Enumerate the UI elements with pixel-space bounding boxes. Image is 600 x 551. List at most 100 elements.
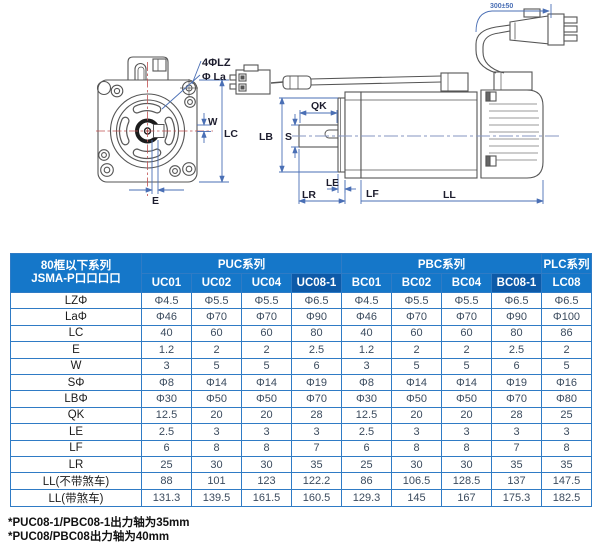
value-cell: Φ46 [341,308,392,326]
value-cell: 2.5 [141,423,192,441]
value-cell: 6 [141,439,192,457]
value-cell: Φ46 [141,308,192,326]
value-cell: 40 [141,324,192,343]
label-ll: LL [443,189,456,201]
footnote-1: *PUC08-1/PBC08-1出力轴为35mm [8,517,190,529]
value-cell: 7 [491,439,542,457]
value-cell: Φ90 [291,308,342,326]
value-cell: 3 [191,423,242,441]
value-cell: 30 [241,455,292,474]
label-e: E [152,195,159,207]
side-dimensions [279,4,552,204]
series-group-header: PLC系列 [541,253,592,274]
value-cell: Φ30 [341,390,392,408]
table-row: QK 12.5 20 20 28 12.5 20 20 28 25 [10,406,592,425]
value-cell: 2 [541,341,592,359]
value-cell: 60 [441,324,492,343]
column-header-lc08: LC08 [541,273,592,293]
value-cell: Φ6.5 [291,291,342,310]
value-cell: 129.3 [341,489,392,508]
value-cell: 2 [441,341,492,359]
value-cell: Φ5.5 [441,291,492,310]
value-cell: 175.3 [491,489,542,508]
column-header-uc04: UC04 [241,273,292,293]
series-group-header: PUC系列 [141,253,342,274]
value-cell: 2 [191,341,242,359]
value-cell: 20 [441,406,492,425]
row-label: LL(不带煞车) [10,472,142,491]
value-cell: 7 [291,439,342,457]
value-cell: 3 [341,357,392,375]
value-cell: Φ14 [191,373,242,392]
value-cell: 3 [141,357,192,375]
value-cell: 161.5 [241,489,292,508]
value-cell: 147.5 [541,472,592,491]
value-cell: 6 [341,439,392,457]
value-cell: Φ50 [441,390,492,408]
row-label: LBΦ [10,390,142,408]
column-header-uc02: UC02 [191,273,242,293]
value-cell: 101 [191,472,242,491]
value-cell: 8 [391,439,442,457]
value-cell: 3 [491,423,542,441]
label-qk: QK [311,100,327,112]
table-row: E 1.2 2 2 2.5 1.2 2 2 2.5 2 [10,341,592,359]
series-group-header: PBC系列 [341,253,542,274]
label-lc: LC [224,128,238,140]
value-cell: 25 [141,455,192,474]
table-row: LL(不带煞车) 88 101 123 122.2 86 106.5 128.5 137 147.… [10,472,592,491]
value-cell: 28 [491,406,542,425]
front-dimensions [129,60,229,194]
value-cell: 5 [241,357,292,375]
value-cell: Φ70 [241,308,292,326]
value-cell: 2 [391,341,442,359]
label-le: LE [326,178,339,189]
value-cell: 60 [391,324,442,343]
value-cell: 25 [341,455,392,474]
value-cell: 6 [491,357,542,375]
value-cell: Φ90 [491,308,542,326]
table-row: LC 40 60 60 80 40 60 60 80 86 [10,324,592,343]
value-cell: Φ16 [541,373,592,392]
value-cell: 25 [541,406,592,425]
value-cell: Φ4.5 [141,291,192,310]
row-label: LC [10,324,142,343]
label-cable-length: 300±50 [490,3,513,10]
power-connector [509,8,578,46]
value-cell: Φ14 [391,373,442,392]
dimension-spec-table: 80框以下系列 JSMA-P口口口口 PUC系列 PBC系列 PLC系列 UC01 UC… [10,253,592,508]
value-cell: Φ80 [541,390,592,408]
value-cell: 5 [441,357,492,375]
value-cell: 123 [241,472,292,491]
value-cell: Φ5.5 [191,291,242,310]
value-cell: 30 [391,455,442,474]
value-cell: 122.2 [291,472,342,491]
table-row: LL(带煞车) 131.3 139.5 161.5 160.5 129.3 145 167 17… [10,489,592,508]
encoder-connector [229,64,271,95]
value-cell: Φ5.5 [391,291,442,310]
row-label: W [10,357,142,375]
value-cell: Φ70 [391,308,442,326]
value-cell: 145 [391,489,442,508]
column-header-bc01: BC01 [341,273,392,293]
value-cell: Φ70 [441,308,492,326]
value-cell: Φ50 [391,390,442,408]
value-cell: 5 [191,357,242,375]
value-cell: Φ70 [191,308,242,326]
motor-dimension-drawing: 4ΦLZ Φ La W LC E [96,3,578,207]
row-label: LaΦ [10,308,142,326]
value-cell: 5 [541,357,592,375]
value-cell: Φ8 [141,373,192,392]
value-cell: 131.3 [141,489,192,508]
footnote-2: *PUC08/PBC08出力轴为40mm [8,531,170,543]
footnotes: *PUC08-1/PBC08-1出力轴为35mm *PUC08/PBC08出力轴… [8,516,190,544]
value-cell: 137 [491,472,542,491]
value-cell: 12.5 [141,406,192,425]
table-row: LR 25 30 30 35 25 30 30 35 35 [10,455,592,474]
value-cell: 40 [341,324,392,343]
value-cell: 2.5 [291,341,342,359]
value-cell: Φ6.5 [491,291,542,310]
table-row: SΦ Φ8 Φ14 Φ14 Φ19 Φ8 Φ14 Φ14 Φ19 Φ16 [10,373,592,392]
value-cell: 28 [291,406,342,425]
